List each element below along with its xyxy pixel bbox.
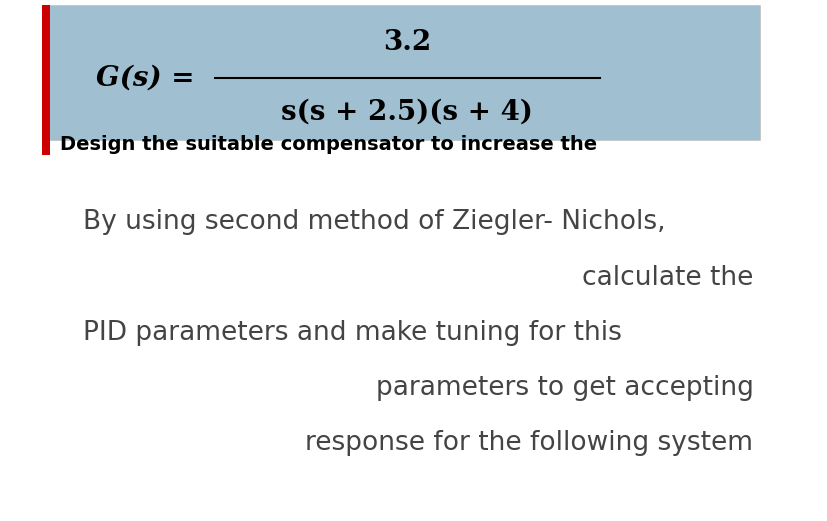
Text: parameters to get accepting: parameters to get accepting — [375, 375, 753, 401]
Text: calculate the: calculate the — [581, 265, 753, 291]
Text: Design the suitable compensator to increase the: Design the suitable compensator to incre… — [60, 135, 596, 154]
Bar — [42, 5, 759, 140]
Text: PID parameters and make tuning for this: PID parameters and make tuning for this — [83, 320, 621, 346]
Text: 3.2: 3.2 — [382, 29, 431, 56]
Text: G(s) =: G(s) = — [97, 65, 195, 92]
Bar — [42, 5, 50, 155]
Text: By using second method of Ziegler- Nichols,: By using second method of Ziegler- Nicho… — [83, 209, 665, 235]
Text: response for the following system: response for the following system — [305, 430, 753, 456]
Text: s(s + 2.5)(s + 4): s(s + 2.5)(s + 4) — [280, 98, 533, 126]
